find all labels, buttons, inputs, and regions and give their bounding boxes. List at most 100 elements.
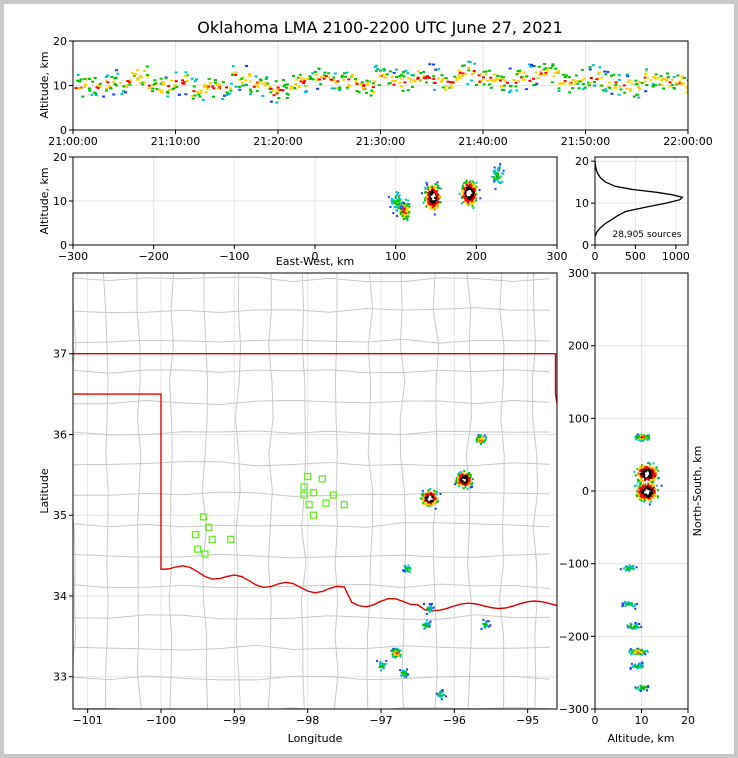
time-height-source <box>598 66 602 69</box>
plan-view-source <box>471 478 474 481</box>
time-height-source <box>552 75 556 78</box>
north-south-source <box>639 439 642 442</box>
time-height-source <box>160 90 164 93</box>
time-height-source <box>241 76 245 79</box>
east-west-source <box>479 197 482 200</box>
east-west-source <box>424 198 427 201</box>
east-west-source <box>390 197 393 200</box>
lma-station-marker <box>199 513 208 521</box>
north-south-source <box>641 664 644 667</box>
east-west-xtick-label: −100 <box>219 250 249 263</box>
time-height-source <box>234 71 238 74</box>
east-west-source <box>492 170 495 173</box>
time-height-source <box>146 73 150 76</box>
time-height-source <box>327 72 331 75</box>
time-height-source <box>654 73 658 76</box>
time-height-source <box>542 74 546 77</box>
east-west-source <box>495 172 498 175</box>
plan-view-source <box>457 480 460 483</box>
time-height-source <box>136 77 140 80</box>
east-west-source <box>431 202 434 205</box>
time-height-source <box>582 83 585 85</box>
plan-view-source <box>397 654 400 657</box>
east-west-source <box>406 219 409 222</box>
north-south-source <box>641 653 644 656</box>
east-west-source <box>463 201 466 204</box>
plan-view-source <box>460 481 463 484</box>
time-height-source <box>164 77 168 80</box>
time-height-source <box>525 88 529 91</box>
east-west-source <box>438 187 441 189</box>
north-south-source <box>640 499 643 502</box>
east-west-source <box>406 204 408 207</box>
east-west-source <box>469 199 472 202</box>
time-height-source <box>173 84 177 87</box>
histogram-ytick-label: 0 <box>582 239 589 252</box>
time-height-source <box>626 80 630 83</box>
east-west-source <box>471 202 473 205</box>
time-height-source <box>467 69 471 72</box>
time-height-source <box>395 76 399 78</box>
plan-view-source <box>420 497 423 500</box>
north-south-source <box>640 438 643 441</box>
north-south-source <box>630 604 633 607</box>
time-height-source <box>309 76 313 79</box>
time-height-source <box>604 73 608 76</box>
east-west-source <box>399 209 402 212</box>
time-height-source <box>281 79 285 81</box>
time-height-source <box>494 77 498 80</box>
east-west-source <box>436 207 439 209</box>
north-south-source <box>642 464 645 467</box>
time-height-source <box>221 80 225 83</box>
east-west-source <box>469 191 472 194</box>
time-height-source <box>226 93 230 96</box>
plan-view-source <box>480 628 483 631</box>
time-height-source <box>562 82 566 85</box>
east-west-source <box>502 172 505 175</box>
time-height-source <box>94 94 98 97</box>
plan-view-source <box>403 673 406 676</box>
time-height-source <box>269 87 273 90</box>
time-height-source <box>84 78 88 81</box>
time-height-source <box>498 79 502 82</box>
north-south-source <box>635 687 638 690</box>
time-height-source <box>461 64 464 67</box>
north-south-source <box>647 495 650 498</box>
time-height-source <box>440 80 444 82</box>
time-height-source <box>371 86 375 89</box>
north-south-source <box>643 471 646 473</box>
time-height-source <box>319 83 323 86</box>
east-west-source <box>426 183 428 186</box>
time-height-source <box>204 90 208 93</box>
plan-view-source <box>425 619 428 622</box>
time-height-source <box>285 97 289 99</box>
plan-view-source <box>488 625 490 628</box>
plan-view-source <box>424 624 427 627</box>
east-west-source <box>435 202 438 205</box>
time-height-source <box>433 81 437 84</box>
time-height-source <box>357 91 361 94</box>
time-height-source <box>275 101 279 104</box>
north-south-source <box>643 493 646 496</box>
county-line <box>73 522 550 528</box>
north-south-source <box>643 483 645 486</box>
time-height-source <box>238 88 242 91</box>
plan-view-source <box>482 622 485 625</box>
time-height-source <box>79 78 83 81</box>
plan-view-source <box>382 665 385 668</box>
east-west-source <box>407 207 410 210</box>
time-height-source <box>195 90 199 93</box>
plan-view-source <box>467 473 470 475</box>
north-south-source <box>635 622 638 625</box>
north-south-source <box>638 487 641 490</box>
time-height-source <box>325 75 328 78</box>
time-height-source <box>416 70 420 73</box>
plan-view-source <box>466 482 469 485</box>
time-height-source <box>276 90 280 93</box>
time-height-source <box>645 76 649 79</box>
time-height-source <box>545 69 549 72</box>
east-west-source <box>470 182 473 185</box>
time-height-source <box>568 82 572 85</box>
plan-view-source <box>402 671 404 674</box>
east-west-source <box>496 178 499 181</box>
